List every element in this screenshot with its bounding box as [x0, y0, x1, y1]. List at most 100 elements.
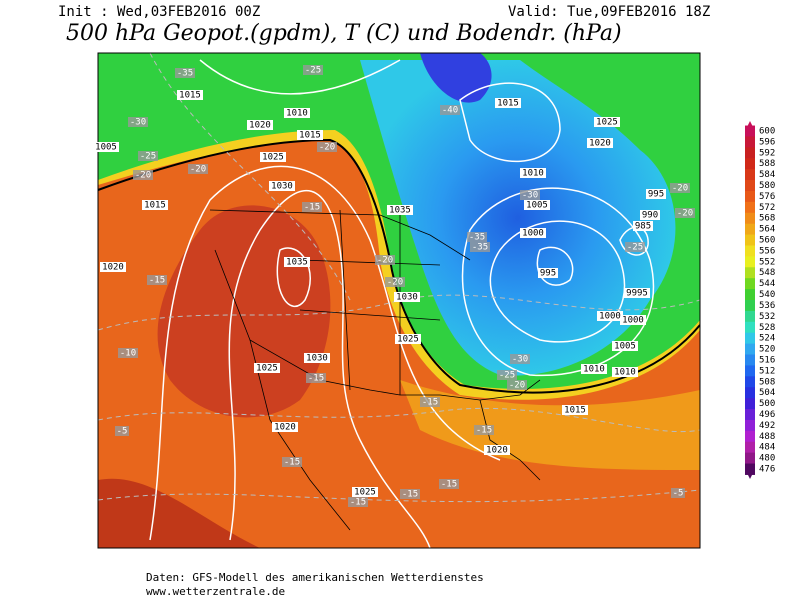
scale-swatch: [745, 147, 755, 159]
temp-label-box: [282, 457, 302, 467]
scale-label: 564: [759, 225, 775, 235]
scale-swatch: [745, 409, 755, 421]
scale-swatch: [745, 201, 755, 214]
scale-label: 480: [759, 454, 775, 464]
temp-label-box: [317, 142, 337, 152]
temp-label-box: [306, 373, 326, 383]
isobar-label: 1010: [614, 368, 636, 378]
isobar-label-box: [272, 422, 298, 432]
temp-label-box: [138, 151, 158, 161]
scale-label: 600: [759, 127, 775, 137]
isobar-label: 1015: [299, 131, 321, 141]
isobar-label-box: [624, 288, 650, 298]
scale-label: 572: [759, 203, 775, 213]
scale-label: 580: [759, 181, 775, 191]
temp-label: -30: [130, 118, 146, 128]
temp-label-box: [671, 488, 685, 498]
scale-swatch: [745, 387, 755, 399]
isobar-label: 9995: [626, 289, 648, 299]
isobar-label-box: [177, 90, 203, 100]
borders: [209, 209, 541, 531]
temp-label-box: [625, 242, 645, 252]
scale-swatch: [745, 452, 755, 465]
temp-label-box: [474, 425, 494, 435]
temp-label: -15: [149, 276, 165, 286]
isobar-label-box: [93, 142, 119, 152]
scale-swatch: [745, 289, 755, 301]
scale-swatch: [745, 441, 755, 454]
isobar-label-box: [247, 120, 273, 130]
scale-label: 548: [759, 268, 775, 278]
isobar-label-box: [395, 334, 421, 344]
scale-swatch: [745, 300, 755, 312]
scale-label: 532: [759, 312, 775, 322]
isobar-label: 1015: [564, 406, 586, 416]
scale-swatch: [745, 212, 755, 225]
temp-label: -15: [441, 480, 457, 490]
temp-label-box: [675, 208, 695, 218]
temp-label: -20: [135, 171, 151, 181]
scale-label: 556: [759, 246, 775, 256]
temp-label-box: [510, 354, 530, 364]
scale-swatch: [745, 267, 755, 279]
temp-label: -15: [476, 426, 492, 436]
temp-label-box: [133, 170, 153, 180]
isobar-label-box: [640, 210, 660, 220]
temp-label: -15: [284, 458, 300, 468]
footer-source: Daten: GFS-Modell des amerikanischen Wet…: [146, 571, 484, 584]
isobar-label-box: [352, 487, 378, 497]
scale-label: 576: [759, 192, 775, 202]
temp-label-box: [128, 117, 148, 127]
isobar-label: 995: [540, 269, 556, 279]
isobar-label: 1005: [95, 143, 117, 153]
scale-label: 512: [759, 366, 775, 376]
isobar-label: 1020: [486, 446, 508, 456]
scale-swatch: [745, 234, 755, 246]
temp-label: -25: [140, 152, 156, 162]
scale-label: 596: [759, 137, 775, 147]
isobar-label-box: [520, 168, 546, 178]
temp-label-box: [440, 105, 460, 115]
scale-label: 584: [759, 170, 775, 180]
scale-swatch: [745, 463, 755, 475]
isobar-label: 1015: [144, 201, 166, 211]
scale-swatch: [745, 343, 755, 356]
scale-swatch: [745, 190, 755, 203]
scale-swatch: [745, 365, 755, 377]
isobar-label: 1020: [589, 139, 611, 149]
temp-label-box: [497, 370, 517, 380]
temp-label: -5: [117, 427, 128, 437]
temp-label: -40: [442, 106, 458, 116]
temp-label: -20: [677, 209, 693, 219]
isobar-label-box: [538, 268, 558, 278]
temp-label: -20: [190, 165, 206, 175]
scale-label: 492: [759, 421, 775, 431]
isobar-label-box: [495, 98, 521, 108]
scale-swatch: [745, 419, 755, 432]
isobar-label-box: [387, 205, 413, 215]
isobar-label-box: [524, 200, 550, 210]
temp-label: -25: [627, 243, 643, 253]
scale-label: 592: [759, 148, 775, 158]
isobar-label: 1015: [179, 91, 201, 101]
isobar-label: 1020: [249, 121, 271, 131]
scale-label: 540: [759, 290, 775, 300]
footer-url: www.wetterzentrale.de: [146, 585, 285, 598]
isobar-label: 1030: [271, 182, 293, 192]
temp-label-box: [303, 65, 323, 75]
isobar-label-box: [520, 228, 546, 238]
isobar-label: 1000: [622, 316, 644, 326]
temp-label-box: [147, 275, 167, 285]
scale-label: 484: [759, 443, 775, 453]
isobar-label: 1010: [522, 169, 544, 179]
scale-swatch: [745, 278, 755, 290]
scale-label: 544: [759, 279, 775, 289]
isobar-label: 1025: [354, 488, 376, 498]
isobar-label: 1025: [256, 364, 278, 374]
isobar-label-box: [142, 200, 168, 210]
isobar-label-box: [620, 315, 646, 325]
scale-swatch: [745, 136, 755, 148]
temp-label-box: [115, 426, 129, 436]
isobar-label-box: [260, 152, 286, 162]
